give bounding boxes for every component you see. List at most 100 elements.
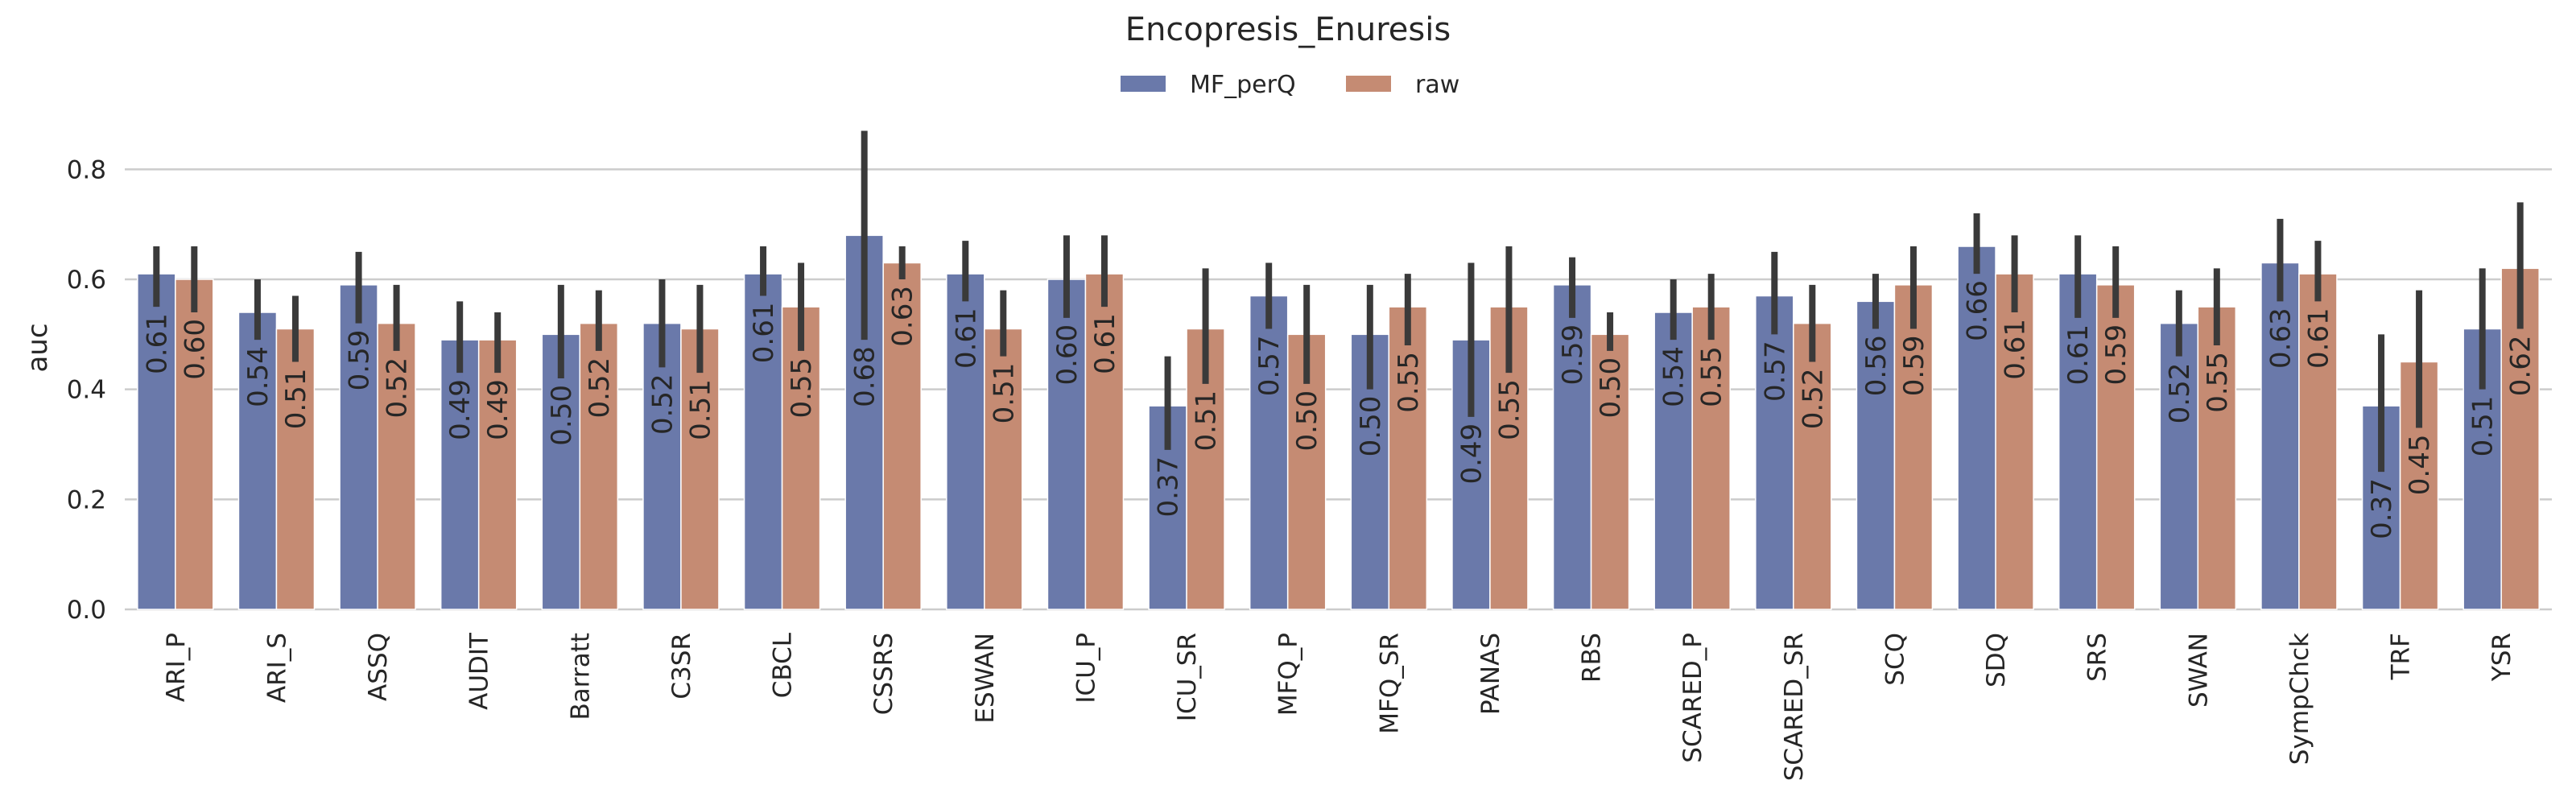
chart-title: Encopresis_Enuresis	[1125, 11, 1451, 48]
bar-value-label: 0.52	[382, 357, 414, 419]
bar-value-label: 0.61	[141, 313, 173, 374]
bar-value-label: 0.50	[1291, 390, 1323, 452]
x-tick-label: AUDIT	[465, 632, 494, 710]
bar-value-label: 0.61	[950, 308, 982, 369]
bar-value-label: 0.50	[1595, 357, 1627, 419]
bar-value-label: 0.51	[280, 369, 312, 430]
bar-value-label: 0.49	[444, 379, 477, 440]
bar-MF_perQ-CBCL	[743, 273, 783, 610]
grid-lines	[125, 168, 2552, 611]
bar-value-label: 0.55	[1696, 346, 1728, 407]
bar-MF_perQ-RBS	[1552, 284, 1592, 610]
legend-swatch-raw	[1346, 76, 1391, 92]
x-tick-label: TRF	[2387, 633, 2416, 680]
bar-MF_perQ-ICU_P	[1046, 279, 1087, 610]
bar-raw-RBS	[1590, 333, 1630, 610]
bar-value-label: 0.51	[2467, 396, 2500, 457]
bar-value-label: 0.59	[344, 330, 376, 391]
x-tick-label: CSSRS	[869, 633, 898, 715]
bar-raw-AUDIT	[477, 339, 518, 610]
x-tick-label: SCARED_SR	[1780, 633, 1809, 781]
x-tick-label: SRS	[2083, 633, 2112, 682]
bar-raw-CSSRS	[882, 262, 922, 610]
x-tick-label: ARI_P	[162, 633, 191, 702]
bar-MF_perQ-Barratt	[541, 333, 581, 610]
legend-label: raw	[1415, 71, 1459, 99]
x-tick-label: ARI_S	[262, 633, 291, 703]
bar-value-label: 0.59	[2100, 324, 2132, 386]
bar-raw-ESWAN	[984, 328, 1023, 610]
y-tick-label: 0.0	[67, 596, 106, 625]
bar-value-label: 0.59	[1898, 336, 1930, 397]
y-tick-label: 0.4	[67, 376, 106, 405]
bar-raw-SCQ	[1893, 284, 1934, 610]
bar-value-label: 0.61	[2062, 324, 2095, 386]
bar-value-label: 0.55	[1393, 352, 1425, 413]
bar-value-label: 0.61	[2000, 319, 2032, 380]
legend-swatch-MF_perQ	[1121, 76, 1166, 92]
bar-MF_perQ-ARI_P	[137, 273, 176, 610]
bar-value-label: 0.61	[1089, 313, 1121, 374]
x-tick-label: RBS	[1578, 633, 1607, 683]
legend: MF_perQ raw	[1121, 71, 1459, 99]
legend-label: MF_perQ	[1190, 71, 1296, 99]
x-tick-label: SWAN	[2184, 633, 2213, 708]
y-tick-label: 0.6	[67, 266, 106, 295]
x-tick-label: SDQ	[1982, 633, 2011, 687]
bar-value-label: 0.37	[1153, 456, 1185, 518]
bar-raw-CBCL	[781, 306, 821, 610]
bar-value-label: 0.56	[1860, 336, 1893, 397]
bar-value-label: 0.52	[584, 357, 616, 419]
bar-raw-C3SR	[680, 328, 720, 610]
error-bars	[153, 130, 2524, 473]
bar-MF_perQ-MFQ_P	[1249, 295, 1289, 610]
bar-value-label: 0.66	[1962, 280, 1994, 341]
bar-value-label: 0.52	[646, 374, 679, 435]
bar-raw-ARI_P	[175, 279, 214, 610]
bar-value-label: 0.62	[2505, 336, 2537, 397]
bar-value-label: 0.68	[849, 346, 881, 407]
bar-value-label: 0.60	[179, 319, 211, 380]
x-tick-label: MFQ_SR	[1375, 633, 1404, 734]
x-tick-label: ICU_SR	[1173, 633, 1202, 721]
bar-value-label: 0.50	[1355, 396, 1387, 457]
bar-MF_perQ-SCQ	[1856, 300, 1896, 610]
bar-value-label: 0.52	[2164, 363, 2196, 424]
bar-value-label: 0.55	[786, 357, 818, 419]
x-tick-label: SympChck	[2285, 633, 2314, 765]
bar-value-label: 0.60	[1051, 324, 1084, 386]
bar-value-label: 0.51	[684, 379, 716, 440]
bar-value-label: 0.49	[1455, 423, 1488, 485]
x-tick-label: ESWAN	[971, 633, 1000, 724]
bar-value-label: 0.52	[1797, 369, 1829, 430]
bar-MF_perQ-AUDIT	[440, 339, 480, 610]
x-tick-label: PANAS	[1476, 633, 1505, 715]
x-tick-label: C3SR	[667, 633, 696, 700]
bar-value-label: 0.45	[2404, 435, 2436, 496]
bar-value-label: 0.57	[1759, 341, 1791, 402]
bar-value-label: 0.49	[482, 379, 514, 440]
x-tick-label: SCARED_P	[1678, 633, 1707, 763]
bar-value-label: 0.55	[2202, 352, 2234, 413]
bar-value-label: 0.50	[546, 385, 578, 446]
bar-value-label: 0.63	[2264, 308, 2297, 369]
bar-value-label: 0.54	[242, 346, 275, 407]
y-tick-label: 0.2	[67, 485, 106, 514]
bar-value-label: 0.51	[1191, 390, 1223, 452]
y-tick-labels: 0.0 0.2 0.4 0.6 0.8	[67, 155, 106, 625]
x-tick-label: YSR	[2487, 633, 2516, 682]
x-tick-label: SCQ	[1880, 633, 1909, 686]
bar-value-label: 0.51	[988, 363, 1020, 424]
bar-raw-ICU_P	[1084, 273, 1125, 610]
x-tick-label: ASSQ	[364, 633, 393, 701]
bar-raw-SCARED_P	[1691, 306, 1731, 610]
x-tick-labels: ARI_P ARI_S ASSQ AUDIT Barratt C3SR CBCL CSSRS E…	[162, 632, 2516, 781]
bar-value-label: 0.37	[2366, 478, 2398, 539]
x-tick-label: ICU_P	[1071, 633, 1100, 704]
bar-value-label: 0.57	[1253, 336, 1286, 397]
x-tick-label: Barratt	[566, 633, 595, 720]
bar-raw-MFQ_SR	[1388, 306, 1428, 610]
y-tick-label: 0.8	[67, 155, 106, 184]
